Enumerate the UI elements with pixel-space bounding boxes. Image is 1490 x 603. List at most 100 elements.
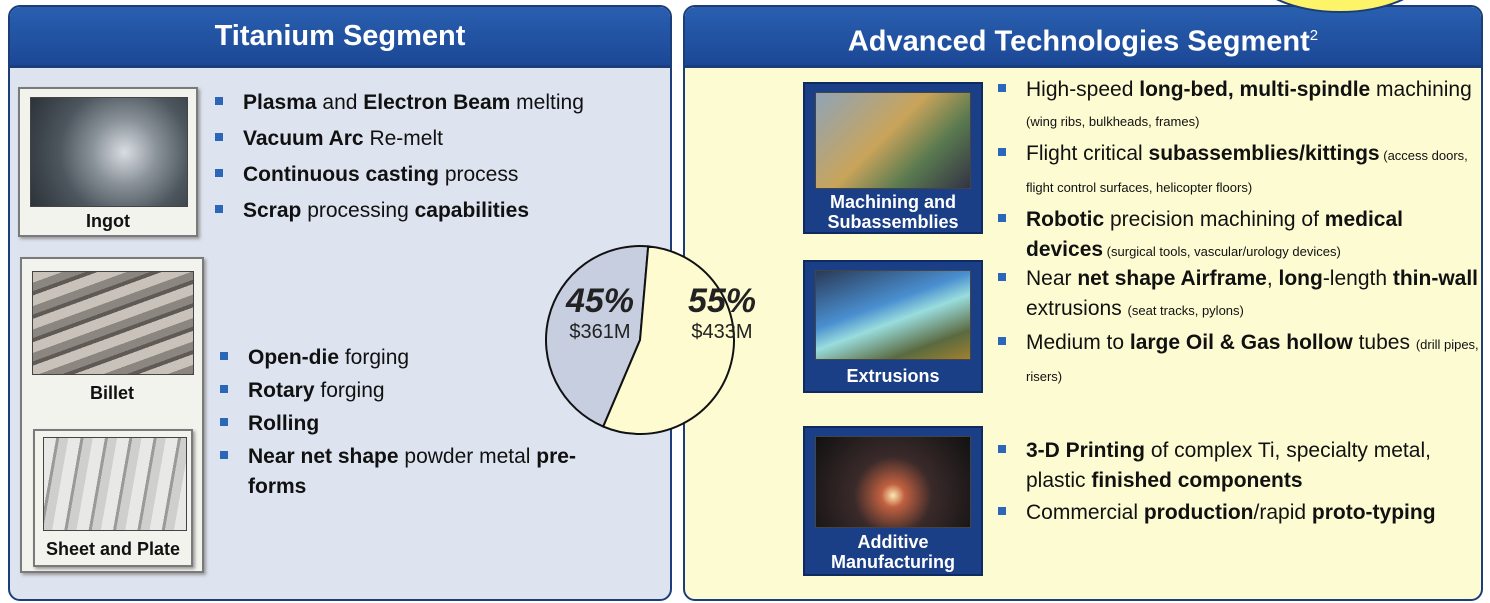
photo bbox=[43, 437, 187, 531]
photo bbox=[815, 270, 971, 360]
text-run: powder metal bbox=[399, 445, 537, 468]
text-run: -length bbox=[1323, 267, 1393, 290]
image-label: Billet bbox=[22, 383, 202, 404]
bullet-marker bbox=[998, 273, 1006, 281]
text-run: Near bbox=[1026, 267, 1077, 290]
text-run: melting bbox=[510, 91, 584, 114]
bullet: Commercial production/rapid proto-typing bbox=[996, 498, 1480, 528]
text-run: Vacuum Arc bbox=[243, 127, 364, 150]
panel-header: Titanium Segment bbox=[10, 7, 670, 68]
panel-header: Advanced Technologies Segment2 bbox=[685, 7, 1481, 68]
bullet: Near net shape powder metal pre-forms bbox=[218, 442, 588, 502]
text-run: Electron Beam bbox=[363, 91, 510, 114]
amount: $433M bbox=[662, 321, 782, 344]
sheet-box: Sheet and Plate bbox=[33, 429, 193, 567]
text-run: machining bbox=[1370, 78, 1472, 101]
tile-label: Additive Manufacturing bbox=[805, 532, 981, 572]
bullet: Medium to large Oil & Gas hollow tubes (… bbox=[996, 328, 1480, 392]
text-run: forging bbox=[339, 346, 409, 369]
pie-label: 55%$433M bbox=[662, 282, 782, 344]
tile: Additive Manufacturing bbox=[803, 426, 983, 576]
bullet-marker bbox=[998, 445, 1006, 453]
text-run: long-bed, multi-spindle bbox=[1139, 78, 1370, 101]
bullet-marker bbox=[998, 148, 1006, 156]
photo bbox=[30, 97, 188, 207]
text-run: forging bbox=[315, 379, 385, 402]
bullet-marker bbox=[998, 337, 1006, 345]
text-run: process bbox=[439, 163, 518, 186]
ingot-box: Ingot bbox=[18, 87, 198, 237]
photo bbox=[815, 92, 971, 189]
bullet-marker bbox=[215, 205, 223, 213]
text-run: precision machining of bbox=[1104, 208, 1325, 231]
text-run: finished components bbox=[1091, 469, 1302, 492]
text-run: (seat tracks, pylons) bbox=[1128, 303, 1244, 318]
text-run: Medium to bbox=[1026, 331, 1130, 354]
text-run: 3-D Printing bbox=[1026, 439, 1145, 462]
text-run: Open-die bbox=[248, 346, 339, 369]
bullet: Near net shape Airframe, long-length thi… bbox=[996, 264, 1480, 326]
bullet-marker bbox=[215, 169, 223, 177]
percent: 45% bbox=[540, 282, 660, 321]
text-run: Rolling bbox=[248, 412, 319, 435]
text-run: Rotary bbox=[248, 379, 315, 402]
text-run: subassemblies/kittings bbox=[1149, 142, 1380, 165]
bullet: Continuous casting process bbox=[213, 160, 593, 190]
percent: 55% bbox=[662, 282, 782, 321]
text-run: (wing ribs, bulkheads, frames) bbox=[1026, 114, 1199, 129]
photo bbox=[32, 271, 194, 375]
text-run: production bbox=[1144, 501, 1254, 524]
text-run: large Oil & Gas hollow bbox=[1130, 331, 1353, 354]
bullet-marker bbox=[998, 507, 1006, 515]
image-label: Sheet and Plate bbox=[35, 539, 191, 560]
text-run: Robotic bbox=[1026, 208, 1104, 231]
bullet: Vacuum Arc Re-melt bbox=[213, 124, 593, 154]
bullet-marker bbox=[220, 385, 228, 393]
bullet: Scrap processing capabilities bbox=[213, 196, 593, 226]
bullet: 3-D Printing of complex Ti, specialty me… bbox=[996, 436, 1480, 496]
amount: $361M bbox=[540, 321, 660, 344]
bullet-marker bbox=[998, 214, 1006, 222]
pie-label: 45%$361M bbox=[540, 282, 660, 344]
bullet-marker bbox=[215, 97, 223, 105]
text-run: long bbox=[1278, 267, 1322, 290]
text-run: capabilities bbox=[415, 199, 529, 222]
tile: Machining and Subassemblies bbox=[803, 82, 983, 234]
text-run: proto-typing bbox=[1312, 501, 1436, 524]
image-label: Ingot bbox=[20, 211, 196, 232]
text-run: Commercial bbox=[1026, 501, 1144, 524]
tile-label: Machining and Subassemblies bbox=[805, 192, 981, 232]
header-text: Advanced Technologies Segment bbox=[848, 26, 1310, 58]
text-run: net shape Airframe bbox=[1077, 267, 1266, 290]
text-run: High-speed bbox=[1026, 78, 1139, 101]
text-run: tubes bbox=[1353, 331, 1416, 354]
bullet: Flight critical subassemblies/kittings (… bbox=[996, 139, 1480, 203]
footnote-mark: 2 bbox=[1310, 27, 1318, 44]
text-run: thin-wall bbox=[1393, 267, 1478, 290]
text-run: processing bbox=[301, 199, 414, 222]
text-run: Re-melt bbox=[364, 127, 443, 150]
bullet-list: Near net shape Airframe, long-length thi… bbox=[996, 264, 1480, 394]
tile-label: Extrusions bbox=[805, 366, 981, 386]
text-run: Flight critical bbox=[1026, 142, 1149, 165]
text-run: /rapid bbox=[1254, 501, 1312, 524]
tile: Extrusions bbox=[803, 260, 983, 393]
bullet-list: Plasma and Electron Beam melting Vacuum A… bbox=[213, 88, 593, 232]
text-run: Continuous casting bbox=[243, 163, 439, 186]
bullet: High-speed long-bed, multi-spindle machi… bbox=[996, 75, 1480, 137]
callout-ellipse bbox=[1250, 0, 1430, 14]
text-run: Scrap bbox=[243, 199, 301, 222]
text-run: Near net shape bbox=[248, 445, 399, 468]
bullet: Plasma and Electron Beam melting bbox=[213, 88, 593, 118]
billet-box: Billet Sheet and Plate bbox=[20, 257, 204, 573]
text-run: extrusions bbox=[1026, 297, 1128, 320]
photo bbox=[815, 436, 971, 528]
bullet: Robotic precision machining of medical d… bbox=[996, 205, 1480, 267]
text-run: and bbox=[317, 91, 364, 114]
bullet-marker bbox=[215, 133, 223, 141]
text-run: (surgical tools, vascular/urology device… bbox=[1103, 244, 1341, 259]
text-run: Plasma bbox=[243, 91, 317, 114]
bullet-list: High-speed long-bed, multi-spindle machi… bbox=[996, 75, 1480, 269]
bullet-marker bbox=[220, 352, 228, 360]
bullet-marker bbox=[220, 418, 228, 426]
